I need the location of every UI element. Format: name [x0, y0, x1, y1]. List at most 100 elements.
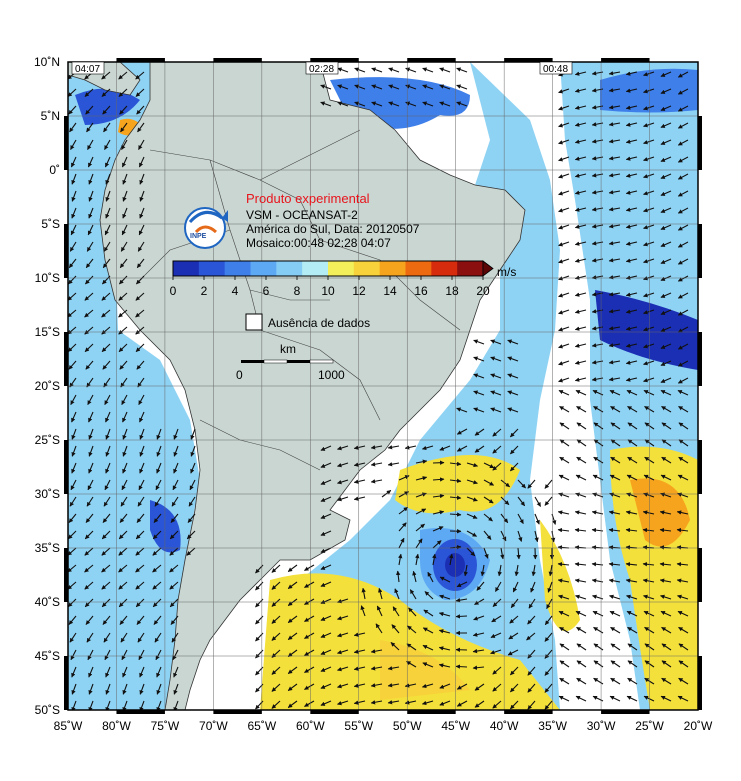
wind-arrow [625, 309, 638, 314]
wind-arrow [494, 581, 502, 592]
frame-bar [601, 710, 650, 714]
wind-arrow [85, 615, 94, 625]
wind-arrow [483, 513, 493, 522]
wind-arrow [492, 598, 502, 607]
wind-arrow [398, 491, 409, 498]
wind-arrow [574, 578, 587, 583]
wind-arrow [660, 71, 672, 77]
wind-arrow [576, 626, 587, 634]
longitude-label: 65˚W [248, 719, 277, 733]
wind-arrow [610, 643, 621, 651]
wind-arrow [574, 309, 587, 314]
wind-arrow [544, 666, 553, 676]
wind-arrow [559, 643, 570, 651]
wind-arrow [337, 462, 349, 468]
wind-arrow [153, 513, 162, 523]
wind-arrow [415, 538, 423, 549]
wind-arrow [88, 173, 94, 185]
wind-arrow [136, 360, 145, 370]
wind-arrow [190, 462, 196, 474]
wind-arrow [137, 377, 145, 388]
wind-arrow [427, 571, 434, 583]
wind-arrow [337, 84, 349, 90]
wind-arrow [677, 173, 689, 180]
wind-arrow [353, 632, 366, 637]
wind-arrow [678, 660, 689, 668]
wind-arrow [104, 649, 111, 661]
wind-arrow [102, 258, 111, 269]
wind-arrow [139, 462, 145, 474]
wind-arrow [608, 258, 621, 263]
wind-arrow [660, 594, 672, 600]
wind-arrow [156, 445, 162, 457]
wind-arrow [101, 547, 111, 556]
wind-arrow [677, 258, 689, 265]
wind-arrow [120, 496, 128, 507]
wind-arrow [118, 326, 128, 335]
wind-arrow [118, 598, 128, 608]
wind-arrow [608, 241, 621, 246]
wind-arrow [287, 683, 298, 692]
wind-arrow [608, 510, 621, 515]
wind-arrow [87, 649, 94, 661]
wind-arrow [84, 88, 94, 97]
wind-arrow [677, 360, 689, 367]
wind-arrow [608, 105, 621, 110]
wind-arrow [88, 207, 94, 219]
wind-arrow [105, 173, 111, 185]
latitude-label: 5˚N [41, 109, 60, 123]
wind-arrow [534, 513, 540, 525]
wind-arrow [409, 589, 417, 600]
wind-arrow [557, 578, 570, 583]
wind-arrow [156, 428, 162, 440]
wind-arrow [439, 700, 451, 706]
wind-arrow [490, 632, 502, 638]
wind-arrow [455, 664, 468, 669]
colorbar-tick-label: 20 [476, 284, 490, 298]
wind-arrow [68, 292, 77, 301]
wind-arrow [439, 84, 451, 90]
colorbar-ticks: 0 2 4 6 8 10 12 14 16 18 20 [170, 276, 490, 298]
wind-arrow [643, 190, 655, 196]
wind-arrow [105, 411, 111, 423]
wind-arrow [101, 292, 111, 301]
wind-arrow [474, 428, 485, 436]
wind-arrow [558, 190, 570, 196]
latitude-label: 10˚N [34, 55, 60, 69]
wind-arrow [678, 439, 689, 447]
wind-arrow [71, 173, 77, 185]
frame-bar [310, 58, 359, 62]
wind-arrow [287, 666, 298, 675]
wind-arrow [483, 530, 492, 540]
wind-arrow [593, 439, 604, 447]
scale-start: 0 [236, 368, 243, 382]
wind-arrow [625, 207, 638, 212]
wind-arrow [171, 496, 179, 507]
wind-arrow [371, 67, 383, 73]
wind-arrow [398, 537, 405, 549]
wind-arrow [660, 292, 672, 298]
wind-arrow [625, 224, 638, 229]
wind-arrow [387, 462, 400, 467]
wind-arrow [422, 700, 434, 706]
colorbar-segment [379, 261, 406, 276]
wind-arrow [558, 474, 570, 481]
wind-arrow [119, 105, 128, 115]
wind-arrow [644, 626, 655, 634]
wind-arrow [86, 632, 94, 643]
wind-arrow [500, 496, 510, 506]
wind-arrow [625, 562, 638, 567]
wind-arrow [119, 513, 128, 523]
wind-arrow [84, 343, 94, 353]
wind-arrow [544, 632, 553, 642]
wind-arrow [87, 394, 94, 406]
colorbar-segment [405, 261, 432, 276]
wind-arrow [353, 700, 366, 705]
wind-arrow [320, 700, 332, 706]
wind-arrow [88, 666, 94, 678]
wind-arrow [574, 71, 587, 76]
wind-arrow [135, 326, 145, 335]
wind-arrow [466, 496, 478, 502]
wind-arrow [68, 326, 77, 335]
wind-arrow [592, 695, 604, 702]
